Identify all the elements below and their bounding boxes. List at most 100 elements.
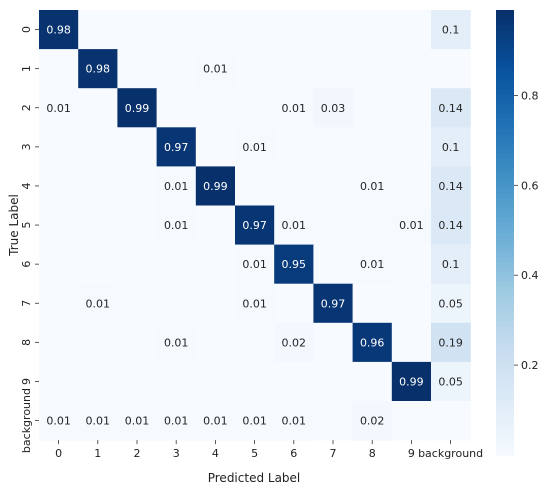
colorbar-segment xyxy=(496,89,514,95)
cell-value-label: 0.97 xyxy=(164,141,189,154)
colorbar-segment xyxy=(496,272,514,278)
colorbar-segment xyxy=(496,168,514,174)
colorbar-segment xyxy=(496,39,514,46)
heatmap-cell xyxy=(391,10,432,50)
heatmap-cell xyxy=(195,166,236,207)
heatmap-cell xyxy=(352,283,393,324)
cell-value-label: 0.97 xyxy=(242,219,267,232)
colorbar-segment xyxy=(496,14,514,21)
heatmap-cell xyxy=(313,205,354,246)
x-axis: 0 1 2 3 4 5 6 7 8 9 background xyxy=(55,440,483,460)
heatmap-cell xyxy=(195,283,236,324)
colorbar-segment xyxy=(496,84,514,90)
cell-value-label: 0.01 xyxy=(46,415,71,428)
cell-value-label: 0.01 xyxy=(46,102,71,115)
colorbar-segment xyxy=(496,69,514,76)
colorbar-segment xyxy=(496,64,514,71)
heatmap-cell xyxy=(235,166,275,207)
heatmap-cell xyxy=(391,361,432,402)
heatmap-cell xyxy=(391,244,432,285)
heatmap-cell xyxy=(274,10,314,50)
colorbar-segment xyxy=(496,430,514,437)
heatmap-cell xyxy=(117,88,158,128)
heatmap-cell xyxy=(235,322,275,363)
heatmap-cell xyxy=(195,244,236,285)
x-tick-label: 2 xyxy=(134,447,141,460)
colorbar-segment xyxy=(496,153,514,160)
cell-value-label: 0.01 xyxy=(203,63,228,76)
cell-value-label: 0.02 xyxy=(360,415,385,428)
colorbar-segment xyxy=(496,435,514,441)
heatmap-cell xyxy=(117,127,158,167)
heatmap-cell xyxy=(156,10,197,50)
colorbar-segment xyxy=(496,192,514,199)
heatmap-cell xyxy=(78,166,118,207)
heatmap-cell xyxy=(195,322,236,363)
colorbar-segment xyxy=(496,267,514,273)
heatmap-cell xyxy=(39,283,79,324)
colorbar-segment xyxy=(496,242,514,249)
heatmap-cell xyxy=(391,322,432,363)
colorbar-segment xyxy=(496,128,514,135)
colorbar-segment xyxy=(496,232,514,239)
heatmap-cell-labels: 0.98 0.1 0.98 0.01 0.01 0.99 0.01 0.03 0.14 0.97 0… xyxy=(46,24,463,428)
heatmap-cell xyxy=(195,361,236,402)
heatmap-cell xyxy=(313,127,354,167)
heatmap-cell xyxy=(313,361,354,402)
cell-value-label: 0.19 xyxy=(438,336,463,349)
heatmap-cell xyxy=(274,244,314,285)
heatmap-cell xyxy=(274,401,314,441)
heatmap-cell xyxy=(117,166,158,207)
heatmap-cell xyxy=(352,401,393,441)
cell-value-label: 0.95 xyxy=(282,258,307,271)
colorbar-segment xyxy=(496,252,514,259)
colorbar-segment xyxy=(496,420,514,427)
y-tick-label: 0 xyxy=(20,26,33,33)
heatmap-cell xyxy=(117,322,158,363)
heatmap-cell xyxy=(313,244,354,285)
cell-value-label: 0.1 xyxy=(442,258,460,271)
colorbar-segment xyxy=(496,163,514,170)
colorbar-segment xyxy=(496,415,514,422)
colorbar-segment xyxy=(496,99,514,105)
colorbar-segment xyxy=(496,123,514,130)
heatmap-cell xyxy=(431,401,471,441)
heatmap-cell xyxy=(313,88,354,128)
heatmap-cell xyxy=(391,166,432,207)
colorbar-segment xyxy=(496,450,514,456)
cell-value-label: 0.01 xyxy=(203,415,228,428)
heatmap-cell xyxy=(117,361,158,402)
colorbar-segment xyxy=(496,29,514,36)
y-tick-label: 7 xyxy=(20,300,33,307)
colorbar-segment xyxy=(496,74,514,81)
colorbar-tick-label: 0.6 xyxy=(521,179,539,192)
heatmap-cell xyxy=(78,127,118,167)
heatmap-cell xyxy=(39,244,79,285)
heatmap-cell xyxy=(195,88,236,128)
colorbar-segment xyxy=(496,257,514,263)
colorbar-segment xyxy=(496,321,514,328)
colorbar-segment xyxy=(496,400,514,407)
cell-value-label: 0.01 xyxy=(282,102,307,115)
heatmap-cell xyxy=(156,127,197,167)
heatmap-cell xyxy=(117,401,158,441)
colorbar-segment xyxy=(496,148,514,155)
colorbar-segment xyxy=(496,138,514,145)
heatmap-cell xyxy=(431,205,471,246)
colorbar-segment xyxy=(496,202,514,209)
x-tick-label: 5 xyxy=(251,447,258,460)
heatmap-cell xyxy=(352,205,393,246)
cell-value-label: 0.01 xyxy=(360,258,385,271)
heatmap-cell xyxy=(156,205,197,246)
x-tick-label: background xyxy=(418,447,483,460)
heatmap-cell xyxy=(117,205,158,246)
colorbar-segment xyxy=(496,316,514,323)
colorbar-segment xyxy=(496,183,514,189)
colorbar-segment xyxy=(496,79,514,85)
heatmap-cell xyxy=(391,283,432,324)
heatmap-cell xyxy=(156,401,197,441)
colorbar-segment xyxy=(496,361,514,367)
cell-value-label: 0.98 xyxy=(86,63,111,76)
x-axis-label: Predicted Label xyxy=(208,471,301,485)
heatmap-cell xyxy=(431,244,471,285)
